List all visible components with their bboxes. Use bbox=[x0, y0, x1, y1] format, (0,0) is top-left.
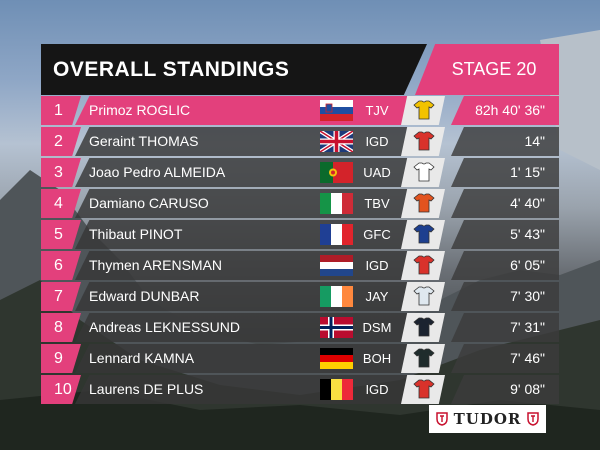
rider-bar bbox=[75, 189, 435, 218]
rider-bar bbox=[75, 220, 435, 249]
time-bar bbox=[451, 158, 559, 187]
team-code: BOH bbox=[362, 351, 392, 366]
shield-icon bbox=[435, 412, 448, 426]
team-jersey-icon bbox=[413, 131, 435, 151]
standings-row: 6 Thymen ARENSMAN IGD 6' 05" bbox=[41, 251, 559, 280]
rider-name: Edward DUNBAR bbox=[89, 288, 200, 304]
sponsor-logo: TUDOR bbox=[429, 405, 546, 433]
team-code: IGD bbox=[365, 134, 389, 149]
time-gap: 7' 31" bbox=[510, 319, 545, 335]
rider-name: Geraint THOMAS bbox=[89, 133, 199, 149]
time-bar bbox=[451, 189, 559, 218]
rider-bar bbox=[75, 251, 435, 280]
team-code: IGD bbox=[365, 382, 389, 397]
rank-number: 3 bbox=[41, 158, 81, 187]
team-code: IGD bbox=[365, 258, 389, 273]
rider-bar bbox=[75, 375, 435, 404]
standings-row: 2 Geraint THOMAS IGD 14" bbox=[41, 127, 559, 156]
team-code: GFC bbox=[363, 227, 391, 242]
time-gap: 14" bbox=[524, 133, 545, 149]
rank-number: 8 bbox=[41, 313, 81, 342]
rider-bar bbox=[75, 127, 435, 156]
team-code: JAY bbox=[365, 289, 389, 304]
sponsor-name: TUDOR bbox=[453, 410, 522, 428]
standings-row: 1 Primoz ROGLIC TJV 82h 40' 36" bbox=[41, 96, 559, 125]
time-bar bbox=[451, 96, 559, 125]
team-jersey-icon bbox=[413, 317, 435, 337]
stage-label: STAGE 20 bbox=[415, 44, 559, 95]
norway-flag-icon bbox=[320, 317, 353, 338]
germany-flag-icon bbox=[320, 348, 353, 369]
standings-row: 5 Thibaut PINOT GFC 5' 43" bbox=[41, 220, 559, 249]
time-bar bbox=[451, 220, 559, 249]
time-bar bbox=[451, 282, 559, 311]
rider-name: Joao Pedro ALMEIDA bbox=[89, 164, 226, 180]
team-code: TBV bbox=[364, 196, 390, 211]
ireland-flag-icon bbox=[320, 286, 353, 307]
team-jersey-icon bbox=[413, 379, 435, 399]
rider-bar bbox=[75, 313, 435, 342]
rider-name: Thymen ARENSMAN bbox=[89, 257, 223, 273]
time-gap: 6' 05" bbox=[510, 257, 545, 273]
rider-name: Laurens DE PLUS bbox=[89, 381, 204, 397]
team-jersey-icon bbox=[413, 348, 435, 368]
team-code: DSM bbox=[362, 320, 392, 335]
time-bar bbox=[451, 313, 559, 342]
standings-row: 3 Joao Pedro ALMEIDA UAD 1' 15" bbox=[41, 158, 559, 187]
time-gap: 7' 30" bbox=[510, 288, 545, 304]
team-jersey-icon bbox=[413, 162, 435, 182]
rider-name: Primoz ROGLIC bbox=[89, 102, 191, 118]
italy-flag-icon bbox=[320, 193, 353, 214]
time-bar bbox=[451, 344, 559, 373]
rank-number: 6 bbox=[41, 251, 81, 280]
rank-number: 5 bbox=[41, 220, 81, 249]
rider-bar bbox=[75, 344, 435, 373]
rider-name: Andreas LEKNESSUND bbox=[89, 319, 240, 335]
rank-number: 1 bbox=[41, 96, 81, 125]
rank-number: 10 bbox=[41, 375, 81, 404]
time-bar bbox=[451, 375, 559, 404]
team-code: UAD bbox=[363, 165, 391, 180]
time-bar bbox=[451, 127, 559, 156]
standings-row: 8 Andreas LEKNESSUND DSM 7' 31" bbox=[41, 313, 559, 342]
rider-bar bbox=[75, 158, 435, 187]
team-jersey-icon bbox=[413, 255, 435, 275]
slovenia-flag-icon bbox=[320, 100, 353, 121]
time-bar bbox=[451, 251, 559, 280]
rider-bar bbox=[75, 96, 435, 125]
rank-number: 7 bbox=[41, 282, 81, 311]
rider-name: Lennard KAMNA bbox=[89, 350, 195, 366]
france-flag-icon bbox=[320, 224, 353, 245]
rank-number: 9 bbox=[41, 344, 81, 373]
rank-number: 4 bbox=[41, 189, 81, 218]
time-gap: 82h 40' 36" bbox=[475, 102, 545, 118]
standings-row: 9 Lennard KAMNA BOH 7' 46" bbox=[41, 344, 559, 373]
rank-number: 2 bbox=[41, 127, 81, 156]
time-gap: 5' 43" bbox=[510, 226, 545, 242]
netherlands-flag-icon bbox=[320, 255, 353, 276]
time-gap: 9' 08" bbox=[510, 381, 545, 397]
time-gap: 1' 15" bbox=[510, 164, 545, 180]
belgium-flag-icon bbox=[320, 379, 353, 400]
team-jersey-icon bbox=[413, 286, 435, 306]
time-gap: 4' 40" bbox=[510, 195, 545, 211]
time-gap: 7' 46" bbox=[510, 350, 545, 366]
shield-icon bbox=[527, 412, 540, 426]
great-britain-flag-icon bbox=[320, 131, 353, 152]
team-jersey-icon bbox=[413, 100, 435, 120]
team-jersey-icon bbox=[413, 193, 435, 213]
rider-name: Thibaut PINOT bbox=[89, 226, 183, 242]
standings-row: 10 Laurens DE PLUS IGD 9' 08" bbox=[41, 375, 559, 404]
standings-row: 7 Edward DUNBAR JAY 7' 30" bbox=[41, 282, 559, 311]
portugal-flag-icon bbox=[320, 162, 353, 183]
team-code: TJV bbox=[365, 103, 389, 118]
standings-row: 4 Damiano CARUSO TBV 4' 40" bbox=[41, 189, 559, 218]
rider-bar bbox=[75, 282, 435, 311]
team-jersey-icon bbox=[413, 224, 435, 244]
rider-name: Damiano CARUSO bbox=[89, 195, 209, 211]
panel-title: OVERALL STANDINGS bbox=[41, 44, 427, 95]
